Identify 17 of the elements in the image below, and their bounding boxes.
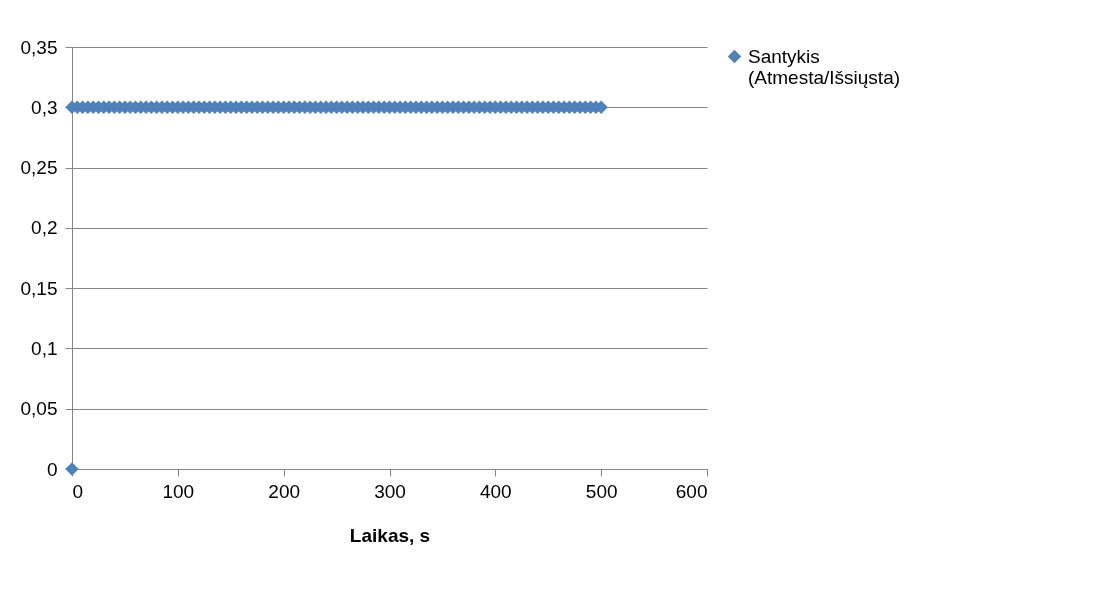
x-tick-label: 100 [162, 480, 195, 502]
y-tick-label: 0 [46, 458, 58, 480]
x-axis-title: Laikas, s [349, 524, 431, 546]
x-tick-label: 0 [72, 480, 84, 502]
x-tick-label: 500 [585, 480, 618, 502]
y-tick-label: 0,25 [20, 157, 58, 179]
x-tick-label: 600 [675, 480, 708, 502]
y-tick-label: 0,3 [31, 96, 58, 118]
y-tick-label: 0,2 [31, 217, 58, 239]
x-tick-label: 200 [268, 480, 301, 502]
x-tick-label: 400 [479, 480, 512, 502]
y-tick-label: 0,35 [20, 36, 58, 58]
y-tick-label: 0,15 [20, 277, 58, 299]
x-tick-label: 300 [374, 480, 406, 502]
legend-label: Santykis (Atmesta/Išsiųsta) [748, 45, 901, 88]
y-tick-label: 0,1 [31, 337, 58, 359]
y-tick-label: 0,05 [20, 398, 58, 420]
